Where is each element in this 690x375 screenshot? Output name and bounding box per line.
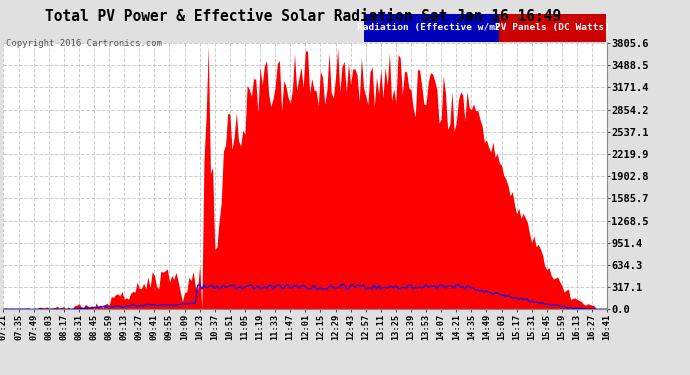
Text: Total PV Power & Effective Solar Radiation Sat Jan 16 16:49: Total PV Power & Effective Solar Radiati… (46, 9, 562, 24)
Text: PV Panels (DC Watts): PV Panels (DC Watts) (495, 23, 610, 33)
Text: Copyright 2016 Cartronics.com: Copyright 2016 Cartronics.com (6, 39, 161, 48)
Text: Radiation (Effective w/m2): Radiation (Effective w/m2) (357, 23, 506, 33)
